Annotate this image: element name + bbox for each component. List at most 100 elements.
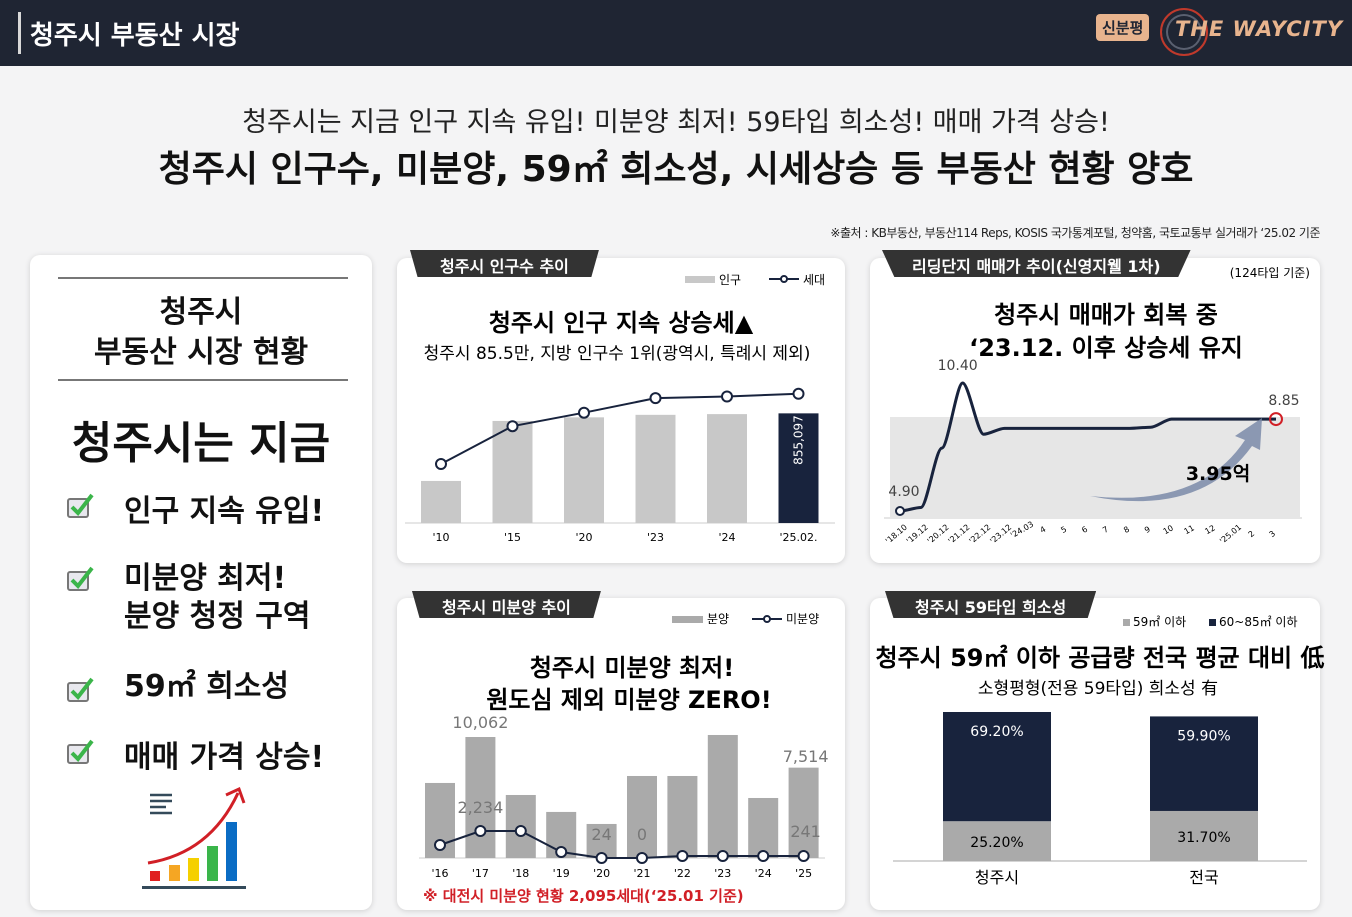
bar-supply <box>465 737 496 858</box>
gain-label: 3.95억 <box>1186 463 1250 485</box>
bar-supply <box>627 775 657 858</box>
legend-label: 분양 <box>707 612 729 626</box>
legend-label: 60~85㎡ 이하 <box>1219 615 1298 629</box>
households-point <box>649 392 662 405</box>
bar-small-units <box>1150 810 1258 861</box>
summary-item-line1: 미분양 최저! <box>124 561 287 596</box>
divider <box>58 277 348 279</box>
price-line <box>899 381 1276 513</box>
x-tick-label: '20.12 <box>926 523 951 546</box>
population-chart-tab: 청주시 인구수 추이 <box>410 250 599 277</box>
x-tick-label: '19.12 <box>905 523 930 546</box>
bar-value-label: 25.20% <box>970 835 1023 851</box>
x-tick-label: 전국 <box>1189 868 1218 887</box>
x-tick-label: '21 <box>633 867 650 880</box>
bar-supply <box>667 775 698 858</box>
chart-title: 청주시 인구 지속 상승세▲ <box>489 309 754 337</box>
bar-value-label: 855,097 <box>792 415 806 465</box>
summary-panel: 청주시 부동산 시장 현황 청주시는 지금 인구 지속 유입! 미분양 최저! 분양… <box>30 255 372 910</box>
scarcity-chart-tab: 청주시 59타입 희소성 <box>885 591 1097 618</box>
price-chart-card: (124타입 기준) 청주시 매매가 회복 중 ‘23.12. 이후 상승세 유지 4… <box>870 258 1320 563</box>
x-tick-label: '23 <box>647 531 664 544</box>
x-tick-label: '22.12 <box>967 523 992 546</box>
header: 청주시 부동산 시장 신분평 THE WAYCITY <box>0 0 1352 66</box>
line-value-label: 24 <box>591 825 611 844</box>
summary-heading: 청주시는 지금 <box>71 418 331 469</box>
legend-label: 세대 <box>803 273 825 287</box>
population-chart-card: 인구 세대 청주시 인구 지속 상승세▲ 청주시 85.5만, 지방 인구수 1위(광… <box>397 258 845 563</box>
summary-item: 59㎡ 희소성 <box>124 669 289 704</box>
line-value-label: 0 <box>637 825 647 844</box>
legend-label: 미분양 <box>786 612 819 626</box>
unsold-chart-card: 분양 미분양 청주시 미분양 최저! 원도심 제외 미분양 ZERO! '16 '17 '1… <box>397 598 845 910</box>
divider <box>58 379 348 381</box>
bar-value-label: 7,514 <box>783 747 829 766</box>
x-tick-label: 8 <box>1122 525 1131 535</box>
summary-item-line2: 분양 청정 구역 <box>124 599 311 634</box>
x-tick-label: '22 <box>674 867 691 880</box>
footnote: ※ 대전시 미분양 현황 2,095세대(‘25.01 기준) <box>423 887 744 905</box>
page-title: 청주시 부동산 시장 <box>30 21 240 51</box>
x-tick-label: '20 <box>593 867 610 880</box>
line-value-label: 241 <box>790 822 821 841</box>
chart-subtitle: 청주시 85.5만, 지방 인구수 1위(광역시, 특례시 제외) <box>424 344 811 364</box>
x-tick-label: '24.03 <box>1009 520 1035 540</box>
checkbox-icon <box>67 493 94 518</box>
x-tick-label: '24 <box>755 867 772 880</box>
unsold-line <box>439 830 804 859</box>
data-label-peak: 10.40 <box>938 358 978 374</box>
bar-value-label: 31.70% <box>1177 830 1230 846</box>
x-tick-label: '18.10 <box>884 523 909 546</box>
chart-note: (124타입 기준) <box>1230 266 1310 280</box>
x-tick-label: '24 <box>718 531 735 544</box>
legend-swatch-supply <box>672 616 703 623</box>
households-point <box>792 387 805 400</box>
logo-ring-icon <box>1160 8 1208 56</box>
end-point-highlight <box>1269 412 1283 427</box>
legend-marker <box>763 615 771 623</box>
price-chart: (124타입 기준) 청주시 매매가 회복 중 ‘23.12. 이후 상승세 유지 4… <box>884 266 1310 546</box>
x-tick-label: 12 <box>1203 523 1216 536</box>
x-tick-label: '17 <box>472 867 489 880</box>
legend-swatch-population <box>685 276 715 283</box>
bar-medium-units <box>943 712 1051 822</box>
unsold-point <box>676 850 689 862</box>
x-tick-label: '19 <box>553 867 570 880</box>
chart-title: 청주시 59㎡ 이하 공급량 전국 평균 대비 低 <box>875 644 1324 672</box>
summary-item: 매매 가격 상승! <box>124 740 325 775</box>
checkbox-icon <box>67 566 94 591</box>
x-tick-label: 7 <box>1101 525 1110 535</box>
chart-subtitle: 소형평형(전용 59타입) 희소성 有 <box>978 679 1218 699</box>
bar-population <box>635 414 676 523</box>
x-tick-label: '20 <box>575 531 592 544</box>
bar-medium-units <box>1150 716 1258 811</box>
legend-swatch-small <box>1123 619 1130 626</box>
summary-title-line1: 청주시 <box>159 295 243 330</box>
brand-badge: 신분평 <box>1096 14 1150 41</box>
x-tick-label: 4 <box>1039 525 1048 535</box>
unsold-point <box>595 852 608 864</box>
logo: THE WAYCITY <box>1175 17 1344 41</box>
x-tick-label: '21.12 <box>947 523 972 546</box>
bar-population <box>564 417 604 523</box>
x-tick-label: 2 <box>1247 529 1257 539</box>
bar-population <box>492 420 533 523</box>
x-tick-label: '25.02. <box>779 531 817 544</box>
checkbox-icon <box>67 739 94 764</box>
legend-marker <box>780 275 788 283</box>
unsold-point <box>474 825 487 837</box>
unsold-point <box>434 839 446 851</box>
source-note: ※출처 : KB부동산, 부동산114 Reps, KOSIS 국가통계포털, … <box>830 226 1320 240</box>
bar-population <box>421 480 461 523</box>
legend-label: 59㎡ 이하 <box>1133 615 1186 629</box>
x-tick-label: 6 <box>1080 525 1089 535</box>
price-chart-tab: 리딩단지 매매가 추이(신영지웰 1차) <box>882 250 1191 277</box>
data-label-start: 4.90 <box>888 484 919 500</box>
header-accent-bar <box>18 12 21 54</box>
chart-title: 청주시 미분양 최저! <box>530 654 734 682</box>
x-tick-label: '15 <box>504 531 521 544</box>
chart-subtitle: 원도심 제외 미분양 ZERO! <box>486 686 771 714</box>
chart-subtitle: ‘23.12. 이후 상승세 유지 <box>969 334 1243 362</box>
